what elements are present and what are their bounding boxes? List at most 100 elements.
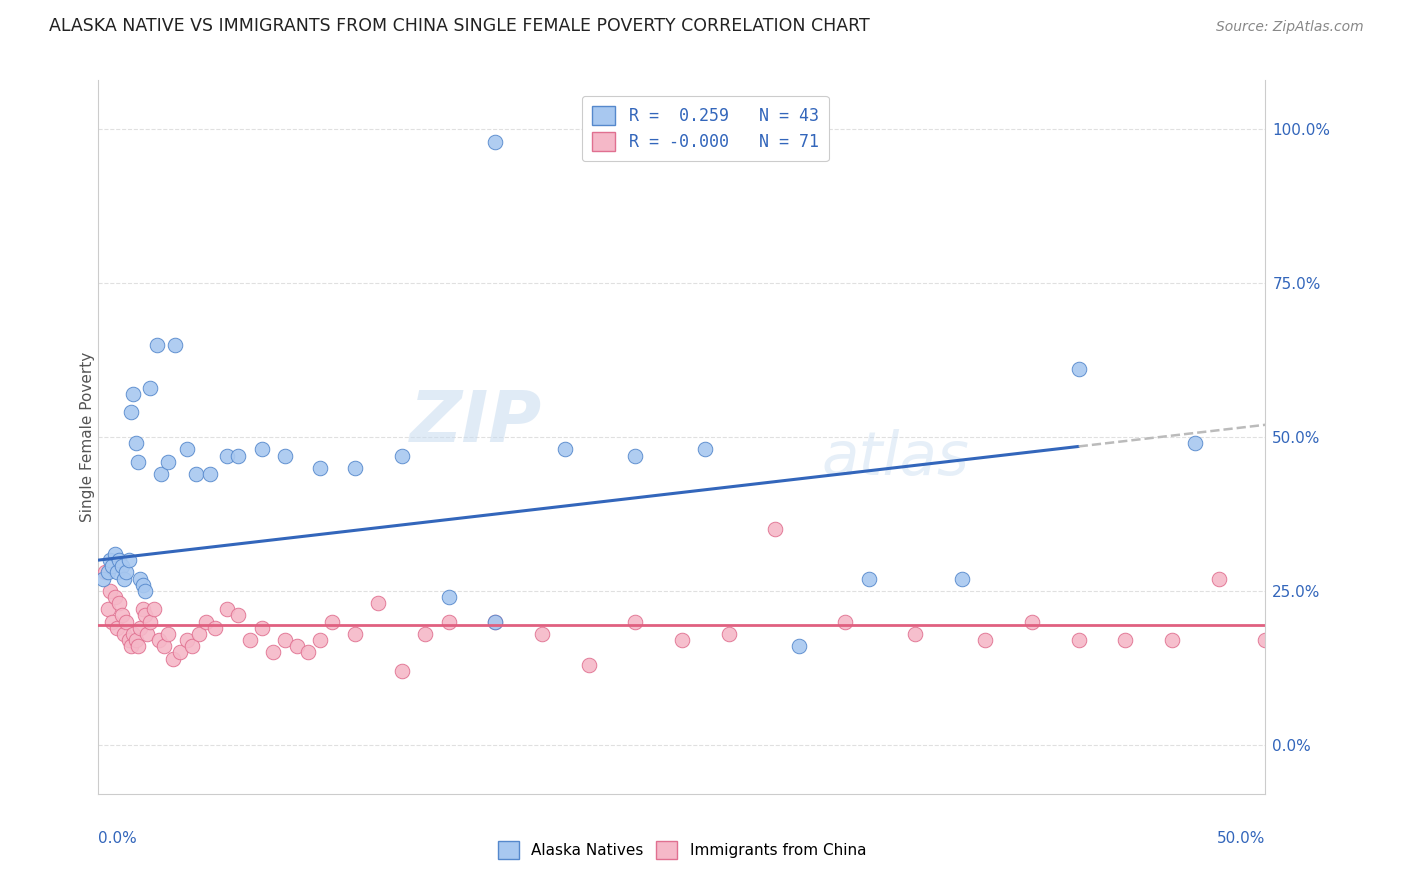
Point bbox=[98, 553, 121, 567]
Point bbox=[136, 627, 159, 641]
Point bbox=[115, 615, 138, 629]
Point bbox=[120, 405, 142, 419]
Point bbox=[187, 627, 209, 641]
Point bbox=[157, 627, 180, 641]
Point bbox=[239, 633, 262, 648]
Point bbox=[146, 338, 169, 352]
Point bbox=[105, 621, 128, 635]
Point bbox=[437, 590, 460, 604]
Point bbox=[228, 449, 250, 463]
Point bbox=[297, 645, 319, 659]
Point bbox=[695, 442, 717, 457]
Point bbox=[111, 608, 134, 623]
Point bbox=[787, 639, 810, 653]
Point bbox=[104, 547, 127, 561]
Point bbox=[127, 639, 149, 653]
Point bbox=[274, 633, 297, 648]
Point bbox=[127, 455, 149, 469]
Point bbox=[98, 583, 121, 598]
Point bbox=[344, 627, 367, 641]
Point bbox=[152, 639, 174, 653]
Point bbox=[391, 449, 413, 463]
Point bbox=[624, 449, 647, 463]
Point bbox=[129, 572, 152, 586]
Point bbox=[194, 615, 217, 629]
Point bbox=[578, 657, 600, 672]
Point bbox=[1114, 633, 1136, 648]
Point bbox=[143, 602, 166, 616]
Point bbox=[129, 621, 152, 635]
Point bbox=[309, 460, 332, 475]
Point bbox=[228, 608, 250, 623]
Point bbox=[120, 639, 142, 653]
Point bbox=[180, 639, 202, 653]
Point bbox=[285, 639, 308, 653]
Point bbox=[484, 615, 506, 629]
Point bbox=[122, 627, 145, 641]
Point bbox=[134, 608, 156, 623]
Point bbox=[97, 566, 120, 580]
Point bbox=[484, 135, 506, 149]
Point bbox=[413, 627, 436, 641]
Point bbox=[250, 621, 273, 635]
Point bbox=[1208, 572, 1230, 586]
Text: ZIP: ZIP bbox=[409, 388, 541, 458]
Point bbox=[94, 566, 117, 580]
Point bbox=[215, 449, 238, 463]
Point bbox=[437, 615, 460, 629]
Y-axis label: Single Female Poverty: Single Female Poverty bbox=[80, 352, 94, 522]
Point bbox=[671, 633, 693, 648]
Point bbox=[186, 467, 208, 481]
Point bbox=[530, 627, 553, 641]
Point bbox=[176, 442, 198, 457]
Point bbox=[1301, 602, 1323, 616]
Point bbox=[150, 467, 173, 481]
Point bbox=[1371, 633, 1393, 648]
Point bbox=[118, 633, 141, 648]
Point bbox=[132, 578, 155, 592]
Point bbox=[108, 596, 131, 610]
Point bbox=[367, 596, 389, 610]
Point bbox=[169, 645, 191, 659]
Point bbox=[200, 467, 222, 481]
Point bbox=[148, 633, 170, 648]
Point bbox=[554, 442, 576, 457]
Point bbox=[91, 572, 114, 586]
Point bbox=[1254, 633, 1277, 648]
Point bbox=[125, 633, 148, 648]
Point bbox=[111, 559, 134, 574]
Point bbox=[904, 627, 927, 641]
Point bbox=[1161, 633, 1184, 648]
Point bbox=[125, 436, 148, 450]
Point bbox=[309, 633, 332, 648]
Point bbox=[250, 442, 273, 457]
Point bbox=[165, 338, 187, 352]
Point bbox=[1184, 436, 1206, 450]
Point bbox=[134, 583, 156, 598]
Text: 0.0%: 0.0% bbox=[98, 831, 138, 846]
Point bbox=[139, 615, 162, 629]
Point bbox=[139, 381, 162, 395]
Point bbox=[858, 572, 880, 586]
Point bbox=[717, 627, 740, 641]
Point bbox=[118, 553, 141, 567]
Point bbox=[108, 553, 131, 567]
Point bbox=[344, 460, 367, 475]
Point bbox=[484, 615, 506, 629]
Point bbox=[112, 627, 135, 641]
Point bbox=[1067, 633, 1090, 648]
Point bbox=[624, 615, 647, 629]
Text: 50.0%: 50.0% bbox=[1218, 831, 1265, 846]
Point bbox=[215, 602, 238, 616]
Text: Source: ZipAtlas.com: Source: ZipAtlas.com bbox=[1216, 21, 1364, 34]
Point bbox=[321, 615, 343, 629]
Point bbox=[162, 651, 184, 665]
Point bbox=[274, 449, 297, 463]
Point bbox=[101, 615, 124, 629]
Point bbox=[176, 633, 198, 648]
Point bbox=[104, 590, 127, 604]
Text: atlas: atlas bbox=[823, 429, 970, 488]
Point bbox=[122, 387, 145, 401]
Point bbox=[157, 455, 180, 469]
Point bbox=[115, 566, 138, 580]
